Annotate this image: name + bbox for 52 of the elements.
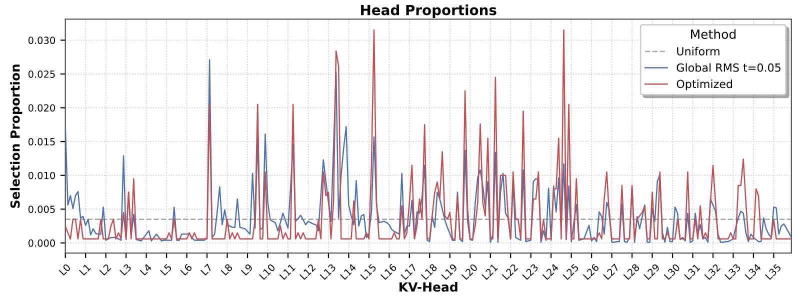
x-tick-label: L1	[79, 264, 91, 276]
x-tick-label: L35	[764, 264, 782, 280]
x-axis-title: KV-Head	[400, 282, 458, 292]
x-tick-label: L27	[602, 264, 620, 280]
x-tick-label: L33	[724, 263, 741, 280]
x-tick-label: L9	[240, 263, 254, 276]
x-tick-label: L23	[522, 263, 539, 280]
line-series	[65, 29, 792, 240]
legend-label: Global RMS t=0.05	[676, 63, 780, 72]
legend-label: Optimized	[676, 80, 732, 90]
x-tick-label: L20	[461, 263, 478, 280]
x-tick-label: L16	[380, 263, 398, 280]
x-tick-label: L25	[562, 264, 580, 280]
x-tick-label: L11	[279, 264, 296, 280]
x-tick-label: L2	[99, 264, 112, 276]
y-tick-label: 0.005	[28, 206, 55, 213]
x-tick-label: L12	[299, 264, 316, 280]
legend-label: Uniform	[677, 46, 720, 56]
y-tick-label: 0.020	[28, 104, 55, 112]
x-tick-label: L34	[744, 263, 762, 280]
x-tick-label: L15	[360, 264, 377, 280]
line-series	[65, 59, 792, 243]
x-tick-label: L18	[420, 263, 438, 280]
x-tick-label: L5	[160, 264, 172, 276]
legend-title: Method	[691, 29, 736, 39]
x-tick-label: L29	[643, 263, 660, 280]
x-tick-label: L8	[220, 263, 233, 276]
x-tick-label: L26	[582, 263, 600, 280]
x-tick-label: L19	[441, 263, 458, 280]
y-axis-title: Selection Proportion	[10, 64, 22, 208]
y-tick-label: 0.000	[28, 239, 55, 247]
x-tick-label: L7	[200, 264, 212, 276]
x-tick-label: L31	[684, 264, 700, 280]
x-tick-label: L32	[704, 264, 721, 280]
x-tick-label: L28	[623, 263, 640, 280]
x-tick-label: L17	[400, 264, 418, 280]
y-tick-label: 0.015	[28, 138, 55, 146]
x-tick-label: L13	[320, 263, 336, 280]
x-tick-label: L14	[340, 263, 356, 280]
x-tick-label: L3	[119, 263, 132, 276]
y-tick-label: 0.030	[28, 36, 55, 44]
x-tick-label: L0	[58, 263, 71, 276]
y-tick-label: 0.010	[28, 172, 55, 180]
x-tick-label: L24	[542, 263, 559, 280]
chart-title: Head Proportions	[361, 4, 496, 18]
x-tick-label: L10	[258, 263, 276, 280]
x-tick-label: L4	[140, 263, 152, 276]
x-tick-label: L22	[502, 264, 518, 280]
x-tick-label: L6	[180, 263, 192, 276]
y-tick-label: 0.025	[28, 70, 55, 78]
x-tick-label: L30	[664, 263, 680, 280]
x-tick-label: L21	[482, 264, 498, 280]
